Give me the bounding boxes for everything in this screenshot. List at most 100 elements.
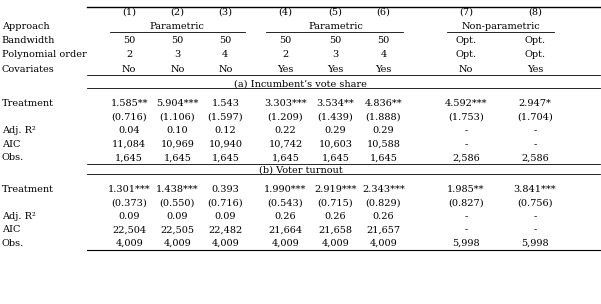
Text: Opt.: Opt. bbox=[524, 36, 546, 45]
Text: 4,009: 4,009 bbox=[272, 239, 299, 248]
Text: (1.439): (1.439) bbox=[317, 112, 353, 122]
Text: 4,009: 4,009 bbox=[212, 239, 239, 248]
Text: Obs.: Obs. bbox=[2, 239, 24, 248]
Text: 3: 3 bbox=[332, 50, 338, 60]
Text: (0.715): (0.715) bbox=[317, 198, 353, 207]
Text: 22,482: 22,482 bbox=[209, 226, 242, 234]
Text: 3.534**: 3.534** bbox=[317, 99, 354, 108]
Text: Opt.: Opt. bbox=[455, 50, 477, 60]
Text: (2): (2) bbox=[170, 8, 185, 17]
Text: (4): (4) bbox=[278, 8, 293, 17]
Text: 2,586: 2,586 bbox=[452, 153, 480, 162]
Text: 10,940: 10,940 bbox=[209, 140, 242, 149]
Text: 0.04: 0.04 bbox=[118, 126, 140, 135]
Text: (0.756): (0.756) bbox=[517, 198, 553, 207]
Text: 1.543: 1.543 bbox=[212, 99, 239, 108]
Text: (0.550): (0.550) bbox=[160, 198, 195, 207]
Text: 0.26: 0.26 bbox=[373, 212, 394, 221]
Text: 4,009: 4,009 bbox=[322, 239, 349, 248]
Text: 0.09: 0.09 bbox=[215, 212, 236, 221]
Text: 2: 2 bbox=[282, 50, 288, 60]
Text: 4,009: 4,009 bbox=[163, 239, 191, 248]
Text: Obs.: Obs. bbox=[2, 153, 24, 162]
Text: Yes: Yes bbox=[375, 65, 392, 74]
Text: (1): (1) bbox=[122, 8, 136, 17]
Text: 2.947*: 2.947* bbox=[519, 99, 551, 108]
Text: 1.585**: 1.585** bbox=[111, 99, 148, 108]
Text: (0.829): (0.829) bbox=[365, 198, 401, 207]
Text: 0.393: 0.393 bbox=[212, 185, 239, 194]
Text: No: No bbox=[459, 65, 473, 74]
Text: 0.12: 0.12 bbox=[215, 126, 236, 135]
Text: (1.209): (1.209) bbox=[267, 112, 304, 122]
Text: 21,657: 21,657 bbox=[367, 226, 400, 234]
Text: Yes: Yes bbox=[277, 65, 294, 74]
Text: -: - bbox=[533, 226, 537, 234]
Text: 3: 3 bbox=[174, 50, 180, 60]
Text: No: No bbox=[170, 65, 185, 74]
Text: 21,664: 21,664 bbox=[269, 226, 302, 234]
Text: Yes: Yes bbox=[327, 65, 344, 74]
Text: -: - bbox=[464, 126, 468, 135]
Text: 50: 50 bbox=[171, 36, 183, 45]
Text: Yes: Yes bbox=[526, 65, 543, 74]
Text: 4: 4 bbox=[222, 50, 228, 60]
Text: No: No bbox=[122, 65, 136, 74]
Text: (7): (7) bbox=[459, 8, 473, 17]
Text: (0.716): (0.716) bbox=[111, 112, 147, 122]
Text: 0.29: 0.29 bbox=[325, 126, 346, 135]
Text: 1,645: 1,645 bbox=[272, 153, 299, 162]
Text: (1.106): (1.106) bbox=[159, 112, 195, 122]
Text: 4,009: 4,009 bbox=[115, 239, 143, 248]
Text: (1.888): (1.888) bbox=[365, 112, 401, 122]
Text: (0.716): (0.716) bbox=[207, 198, 243, 207]
Text: Adj. R²: Adj. R² bbox=[2, 212, 35, 221]
Text: 50: 50 bbox=[279, 36, 291, 45]
Text: (1.597): (1.597) bbox=[207, 112, 243, 122]
Text: Opt.: Opt. bbox=[455, 36, 477, 45]
Text: 5,998: 5,998 bbox=[452, 239, 480, 248]
Text: 2,586: 2,586 bbox=[521, 153, 549, 162]
Text: 0.22: 0.22 bbox=[275, 126, 296, 135]
Text: 1,645: 1,645 bbox=[115, 153, 143, 162]
Text: 1.985**: 1.985** bbox=[447, 185, 484, 194]
Text: 0.29: 0.29 bbox=[373, 126, 394, 135]
Text: -: - bbox=[464, 212, 468, 221]
Text: 1.438***: 1.438*** bbox=[156, 185, 198, 194]
Text: 11,084: 11,084 bbox=[112, 140, 146, 149]
Text: Parametric: Parametric bbox=[308, 22, 363, 31]
Text: 1,645: 1,645 bbox=[163, 153, 191, 162]
Text: AIC: AIC bbox=[2, 140, 20, 149]
Text: 3.841***: 3.841*** bbox=[514, 185, 556, 194]
Text: Approach: Approach bbox=[2, 22, 49, 31]
Text: 50: 50 bbox=[219, 36, 231, 45]
Text: Bandwidth: Bandwidth bbox=[2, 36, 55, 45]
Text: (0.827): (0.827) bbox=[448, 198, 484, 207]
Text: 1.990***: 1.990*** bbox=[264, 185, 307, 194]
Text: 2.343***: 2.343*** bbox=[362, 185, 405, 194]
Text: 50: 50 bbox=[377, 36, 389, 45]
Text: 50: 50 bbox=[123, 36, 135, 45]
Text: -: - bbox=[533, 140, 537, 149]
Text: 0.26: 0.26 bbox=[325, 212, 346, 221]
Text: (a) Incumbent’s vote share: (a) Incumbent’s vote share bbox=[234, 80, 367, 89]
Text: 0.09: 0.09 bbox=[118, 212, 140, 221]
Text: -: - bbox=[533, 126, 537, 135]
Text: 2: 2 bbox=[126, 50, 132, 60]
Text: Non-parametric: Non-parametric bbox=[461, 22, 540, 31]
Text: (8): (8) bbox=[528, 8, 542, 17]
Text: (0.543): (0.543) bbox=[267, 198, 304, 207]
Text: (b) Voter turnout: (b) Voter turnout bbox=[258, 165, 343, 174]
Text: -: - bbox=[464, 140, 468, 149]
Text: 1,645: 1,645 bbox=[322, 153, 349, 162]
Text: 50: 50 bbox=[329, 36, 341, 45]
Text: Treatment: Treatment bbox=[2, 99, 54, 108]
Text: (1.704): (1.704) bbox=[517, 112, 553, 122]
Text: 0.09: 0.09 bbox=[166, 212, 188, 221]
Text: Covariates: Covariates bbox=[2, 65, 55, 74]
Text: 10,969: 10,969 bbox=[160, 140, 194, 149]
Text: -: - bbox=[533, 212, 537, 221]
Text: (1.753): (1.753) bbox=[448, 112, 484, 122]
Text: 10,603: 10,603 bbox=[319, 140, 352, 149]
Text: 1.301***: 1.301*** bbox=[108, 185, 150, 194]
